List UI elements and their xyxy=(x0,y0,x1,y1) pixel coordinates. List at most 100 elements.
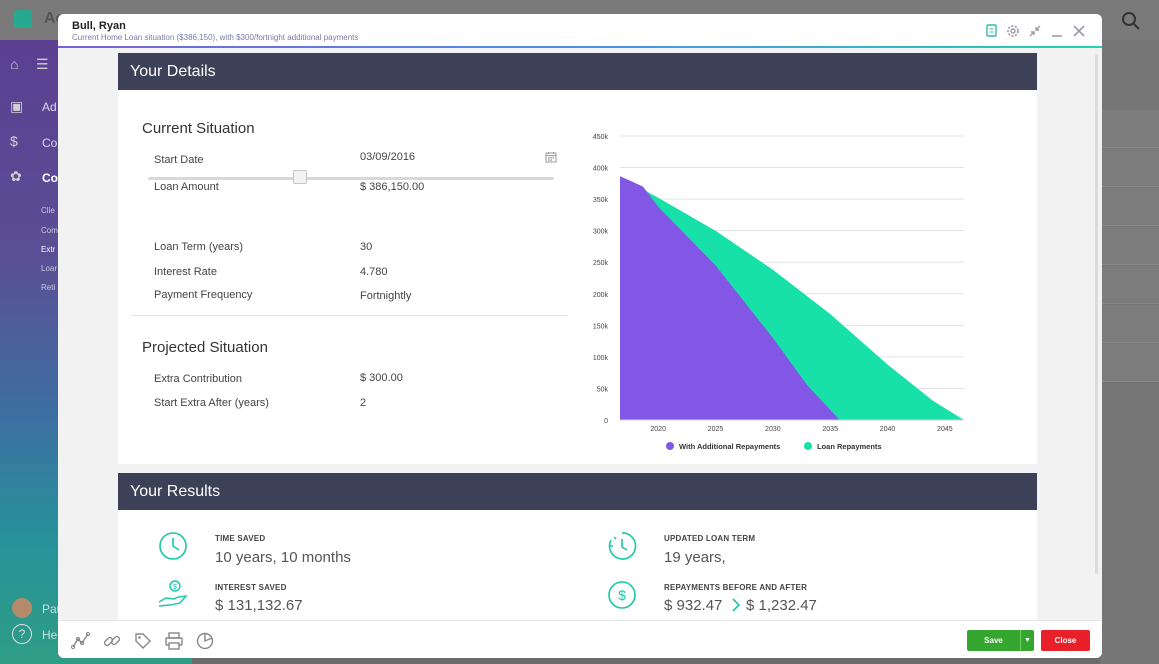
y-tick-label: 450k xyxy=(593,134,609,141)
help-icon[interactable]: ? xyxy=(12,624,32,644)
sidebar-item-3[interactable]: Co xyxy=(42,171,58,185)
x-tick-label: 2040 xyxy=(880,426,896,433)
start-extra-value[interactable]: 2 xyxy=(360,397,367,409)
list-row[interactable] xyxy=(1100,110,1159,148)
repayments-after-value: $ 1,232.47 xyxy=(746,597,817,614)
extra-contribution-value[interactable]: $ 300.00 xyxy=(360,372,403,384)
y-tick-label: 50k xyxy=(597,386,609,393)
x-tick-label: 2020 xyxy=(650,426,666,433)
plant-icon[interactable]: ✿ xyxy=(10,168,22,184)
chart-line-icon[interactable] xyxy=(71,631,91,651)
sidebar-sub-5[interactable]: Reti xyxy=(41,283,56,292)
loan-amount-label: Loan Amount xyxy=(154,181,219,193)
collapse-icon[interactable] xyxy=(1027,23,1043,39)
current-situation-title: Current Situation xyxy=(142,120,255,137)
interest-rate-value[interactable]: 4.780 xyxy=(360,266,388,278)
modal-footer: Save ▼ Close xyxy=(58,620,1102,658)
interest-rate-label: Interest Rate xyxy=(154,266,217,278)
link-icon[interactable] xyxy=(102,631,122,651)
loan-term-value[interactable]: 30 xyxy=(360,241,373,253)
loan-amount-slider[interactable] xyxy=(148,177,554,180)
modal-dialog: Bull, Ryan Current Home Loan situation (… xyxy=(58,14,1102,658)
modal-header: Bull, Ryan Current Home Loan situation (… xyxy=(58,14,1102,48)
extra-contribution-label: Extra Contribution xyxy=(154,373,243,385)
list-row[interactable] xyxy=(1100,188,1159,226)
timer-icon xyxy=(608,532,637,560)
sidebar-sub-3[interactable]: Extr xyxy=(41,245,56,254)
projected-situation-title: Projected Situation xyxy=(142,339,268,356)
updated-loan-term-label: UPDATED LOAN TERM xyxy=(664,534,756,543)
dollar-icon[interactable]: $ xyxy=(10,133,18,149)
modal-subtitle: Current Home Loan situation ($386,150), … xyxy=(72,33,359,42)
arrow-right-icon xyxy=(732,598,741,612)
sidebar-sub-4[interactable]: Loar xyxy=(41,264,58,273)
hand-money-icon: $ xyxy=(158,580,188,607)
legend-marker xyxy=(804,442,812,450)
repayments-before-value: $ 932.47 xyxy=(664,597,723,614)
interest-saved-label: INTEREST SAVED xyxy=(215,583,287,592)
list-row[interactable] xyxy=(1100,227,1159,265)
x-tick-label: 2030 xyxy=(765,426,781,433)
sidebar-item-2[interactable]: Co xyxy=(42,136,58,150)
svg-text:$: $ xyxy=(618,587,626,603)
y-tick-label: 250k xyxy=(593,260,609,267)
avatar[interactable] xyxy=(12,598,32,618)
y-tick-label: 0 xyxy=(604,418,608,425)
pie-chart-icon[interactable] xyxy=(195,631,215,651)
start-extra-label: Start Extra After (years) xyxy=(154,397,269,409)
list-row[interactable] xyxy=(1100,266,1159,304)
save-button[interactable]: Save ▼ xyxy=(967,630,1034,651)
x-tick-label: 2035 xyxy=(822,426,838,433)
section-divider xyxy=(132,315,568,316)
list-row[interactable] xyxy=(1100,305,1159,343)
updated-loan-term-value: 19 years, xyxy=(664,549,726,566)
close-icon[interactable] xyxy=(1071,23,1087,39)
clock-icon xyxy=(159,532,187,560)
calendar-icon[interactable] xyxy=(545,151,557,163)
list-row[interactable] xyxy=(1100,149,1159,187)
y-tick-label: 300k xyxy=(593,229,609,236)
results-panel: Your Results TIME SAVED 10 years, 10 mon… xyxy=(118,473,1037,621)
start-date-value[interactable]: 03/09/2016 xyxy=(360,151,416,163)
list-row[interactable] xyxy=(1100,344,1159,382)
gear-icon[interactable] xyxy=(1005,23,1021,39)
save-dropdown-toggle[interactable]: ▼ xyxy=(1020,630,1034,651)
y-tick-label: 350k xyxy=(593,197,609,204)
x-tick-label: 2045 xyxy=(937,426,953,433)
loan-balance-chart: 0 50k 100k 150k 200k 250k 300k 350k 400k 450k 2020… xyxy=(593,134,964,451)
minimize-icon[interactable] xyxy=(1049,23,1065,39)
y-tick-label: 100k xyxy=(593,355,609,362)
area-series-2 xyxy=(620,176,840,420)
help-label: Hel xyxy=(42,628,61,642)
time-saved-label: TIME SAVED xyxy=(215,534,266,543)
search-icon[interactable] xyxy=(1121,11,1141,31)
slider-handle[interactable] xyxy=(293,170,308,184)
save-button-label: Save xyxy=(984,636,1003,645)
list-icon[interactable]: ☰ xyxy=(36,56,49,72)
modal-title: Bull, Ryan xyxy=(72,20,126,32)
legend-label: Loan Repayments xyxy=(817,442,882,451)
y-tick-label: 400k xyxy=(593,166,609,173)
sidebar-sub-2[interactable]: Com xyxy=(41,226,58,235)
home-icon[interactable]: ⌂ xyxy=(10,56,19,72)
copy-icon[interactable] xyxy=(984,23,1000,39)
sidebar-item-1[interactable]: Ad xyxy=(42,100,57,114)
legend-label: With Additional Repayments xyxy=(679,442,780,451)
header-accent-line xyxy=(58,46,1102,48)
details-panel: Your Details Current Situation Start Dat… xyxy=(118,53,1037,464)
briefcase-icon[interactable]: ▣ xyxy=(10,98,24,114)
y-tick-label: 150k xyxy=(593,323,609,330)
y-tick-label: 200k xyxy=(593,292,609,299)
printer-icon[interactable] xyxy=(164,631,184,651)
payment-frequency-value[interactable]: Fortnightly xyxy=(360,290,412,302)
repayments-label: REPAYMENTS BEFORE AND AFTER xyxy=(664,583,808,592)
start-date-label: Start Date xyxy=(154,154,204,166)
tags-icon[interactable] xyxy=(133,631,153,651)
modal-scrollbar[interactable] xyxy=(1095,54,1098,574)
sidebar-sub-1[interactable]: Clie xyxy=(41,206,55,215)
loan-amount-value[interactable]: $ 386,150.00 xyxy=(360,181,425,193)
close-button[interactable]: Close xyxy=(1041,630,1090,651)
dollar-coin-icon: $ xyxy=(608,581,636,609)
interest-saved-value: $ 131,132.67 xyxy=(215,597,303,614)
details-header: Your Details xyxy=(118,53,1037,90)
